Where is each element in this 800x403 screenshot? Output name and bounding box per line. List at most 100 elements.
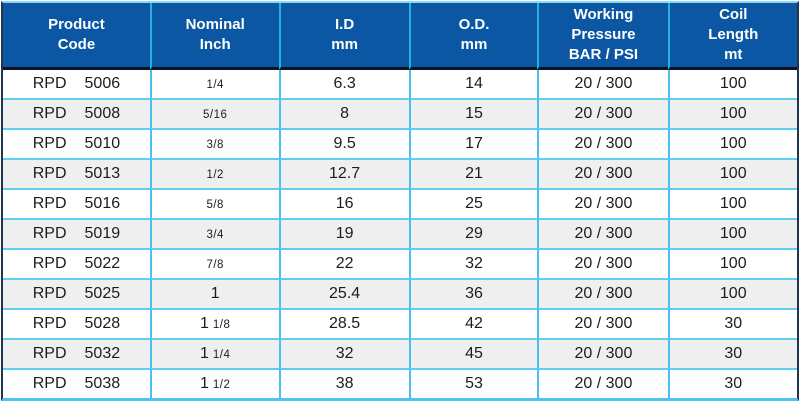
product-code-number: 5016 — [84, 194, 121, 212]
nominal-inch-cell: 5/8 — [149, 187, 279, 218]
table-row: RPD 5022 7/8 22 32 20 / 300 100 — [3, 247, 797, 278]
table-header: Product Code Nominal Inch I.D mm O.D. mm… — [3, 3, 797, 70]
header-od-mm: O.D. mm — [408, 3, 538, 70]
nominal-whole: 1 — [199, 314, 209, 332]
product-code-cell: RPD 5008 — [3, 97, 150, 128]
nominal-inch-cell: 1/2 — [149, 157, 279, 188]
product-code-number: 5010 — [84, 134, 121, 152]
pressure-cell: 20 / 300 — [537, 307, 668, 338]
header-coil-length: Coil Length mt — [667, 3, 797, 70]
product-code-prefix: RPD — [32, 284, 67, 302]
product-code-number: 5008 — [84, 104, 121, 122]
coil-length-cell: 100 — [667, 187, 797, 218]
nominal-inch-cell: 1 1/4 — [149, 337, 279, 368]
pressure-cell: 20 / 300 — [537, 127, 668, 158]
product-code-cell: RPD 5038 — [3, 367, 150, 398]
id-mm-cell: 6.3 — [278, 70, 409, 98]
product-code-prefix: RPD — [32, 314, 67, 332]
od-mm-cell: 42 — [408, 307, 538, 338]
nominal-inch-cell: 1 1/2 — [149, 367, 279, 398]
product-code-prefix: RPD — [32, 74, 67, 92]
table-body: RPD 5006 1/4 6.3 14 20 / 300 100 RPD 500… — [3, 70, 797, 398]
nominal-inch-cell: 7/8 — [149, 247, 279, 278]
nominal-whole: 1 — [210, 284, 220, 302]
id-mm-cell: 9.5 — [278, 127, 409, 158]
coil-length-cell: 100 — [667, 127, 797, 158]
product-code-prefix: RPD — [32, 104, 67, 122]
product-code: RPD 5016 — [33, 195, 120, 213]
product-code-prefix: RPD — [32, 254, 67, 272]
od-mm-cell: 53 — [408, 367, 538, 398]
nominal-fraction: 7/8 — [206, 258, 224, 271]
product-code-number: 5022 — [84, 254, 121, 272]
id-mm-cell: 25.4 — [278, 277, 409, 308]
table-row: RPD 5010 3/8 9.5 17 20 / 300 100 — [3, 127, 797, 158]
nominal-whole: 1 — [199, 344, 209, 362]
coil-length-cell: 100 — [667, 277, 797, 308]
product-code-number: 5032 — [84, 344, 121, 362]
pressure-cell: 20 / 300 — [537, 217, 668, 248]
table-row: RPD 5008 5/16 8 15 20 / 300 100 — [3, 97, 797, 128]
nominal-fraction: 1/4 — [212, 348, 231, 361]
product-code-number: 5006 — [84, 74, 121, 92]
product-code: RPD 5010 — [33, 135, 120, 153]
product-code-cell: RPD 5032 — [3, 337, 150, 368]
nominal-fraction: 1/8 — [212, 318, 231, 331]
od-mm-cell: 32 — [408, 247, 538, 278]
nominal-fraction: 3/8 — [206, 138, 224, 151]
header-pressure: Working Pressure BAR / PSI — [537, 3, 668, 70]
product-code-cell: RPD 5006 — [3, 70, 150, 98]
header-product-code: Product Code — [3, 3, 150, 70]
table-row: RPD 5006 1/4 6.3 14 20 / 300 100 — [3, 70, 797, 98]
coil-length-cell: 30 — [667, 367, 797, 398]
id-mm-cell: 8 — [278, 97, 409, 128]
product-code-cell: RPD 5013 — [3, 157, 150, 188]
od-mm-cell: 17 — [408, 127, 538, 158]
coil-length-cell: 100 — [667, 247, 797, 278]
id-mm-cell: 38 — [278, 367, 409, 398]
product-code-prefix: RPD — [32, 194, 67, 212]
nominal-inch-value: 5/8 — [206, 199, 224, 211]
product-code-prefix: RPD — [32, 164, 67, 182]
nominal-inch-cell: 1/4 — [149, 70, 279, 98]
product-code-number: 5038 — [84, 374, 121, 392]
product-code-cell: RPD 5028 — [3, 307, 150, 338]
nominal-fraction: 5/16 — [202, 108, 228, 121]
nominal-inch-cell: 5/16 — [149, 97, 279, 128]
coil-length-cell: 100 — [667, 217, 797, 248]
table-row: RPD 5013 1/2 12.7 21 20 / 300 100 — [3, 157, 797, 188]
nominal-inch-value: 1/2 — [206, 169, 224, 181]
od-mm-cell: 15 — [408, 97, 538, 128]
pressure-cell: 20 / 300 — [537, 337, 668, 368]
coil-length-cell: 100 — [667, 97, 797, 128]
nominal-fraction: 5/8 — [206, 198, 224, 211]
table-row: RPD 5016 5/8 16 25 20 / 300 100 — [3, 187, 797, 218]
nominal-inch-value: 1 1/2 — [200, 375, 230, 393]
nominal-inch-value: 3/4 — [206, 229, 224, 241]
nominal-inch-value: 1/4 — [206, 79, 224, 91]
od-mm-cell: 29 — [408, 217, 538, 248]
table-row: RPD 5032 1 1/4 32 45 20 / 300 30 — [3, 337, 797, 368]
product-code-prefix: RPD — [32, 134, 67, 152]
coil-length-cell: 30 — [667, 337, 797, 368]
product-code: RPD 5025 — [33, 285, 120, 303]
product-code: RPD 5028 — [33, 315, 120, 333]
product-code-cell: RPD 5019 — [3, 217, 150, 248]
pressure-cell: 20 / 300 — [537, 367, 668, 398]
product-code: RPD 5008 — [33, 105, 120, 123]
product-code: RPD 5032 — [33, 345, 120, 363]
table-row: RPD 5019 3/4 19 29 20 / 300 100 — [3, 217, 797, 248]
coil-length-cell: 30 — [667, 307, 797, 338]
pressure-cell: 20 / 300 — [537, 247, 668, 278]
nominal-inch-cell: 1 — [149, 277, 279, 308]
product-code-cell: RPD 5010 — [3, 127, 150, 158]
id-mm-cell: 19 — [278, 217, 409, 248]
product-code-prefix: RPD — [32, 224, 67, 242]
nominal-inch-value: 1 1/4 — [200, 345, 230, 363]
table-row: RPD 5028 1 1/8 28.5 42 20 / 300 30 — [3, 307, 797, 338]
product-code-number: 5025 — [84, 284, 121, 302]
od-mm-cell: 25 — [408, 187, 538, 218]
product-code: RPD 5006 — [33, 75, 120, 93]
